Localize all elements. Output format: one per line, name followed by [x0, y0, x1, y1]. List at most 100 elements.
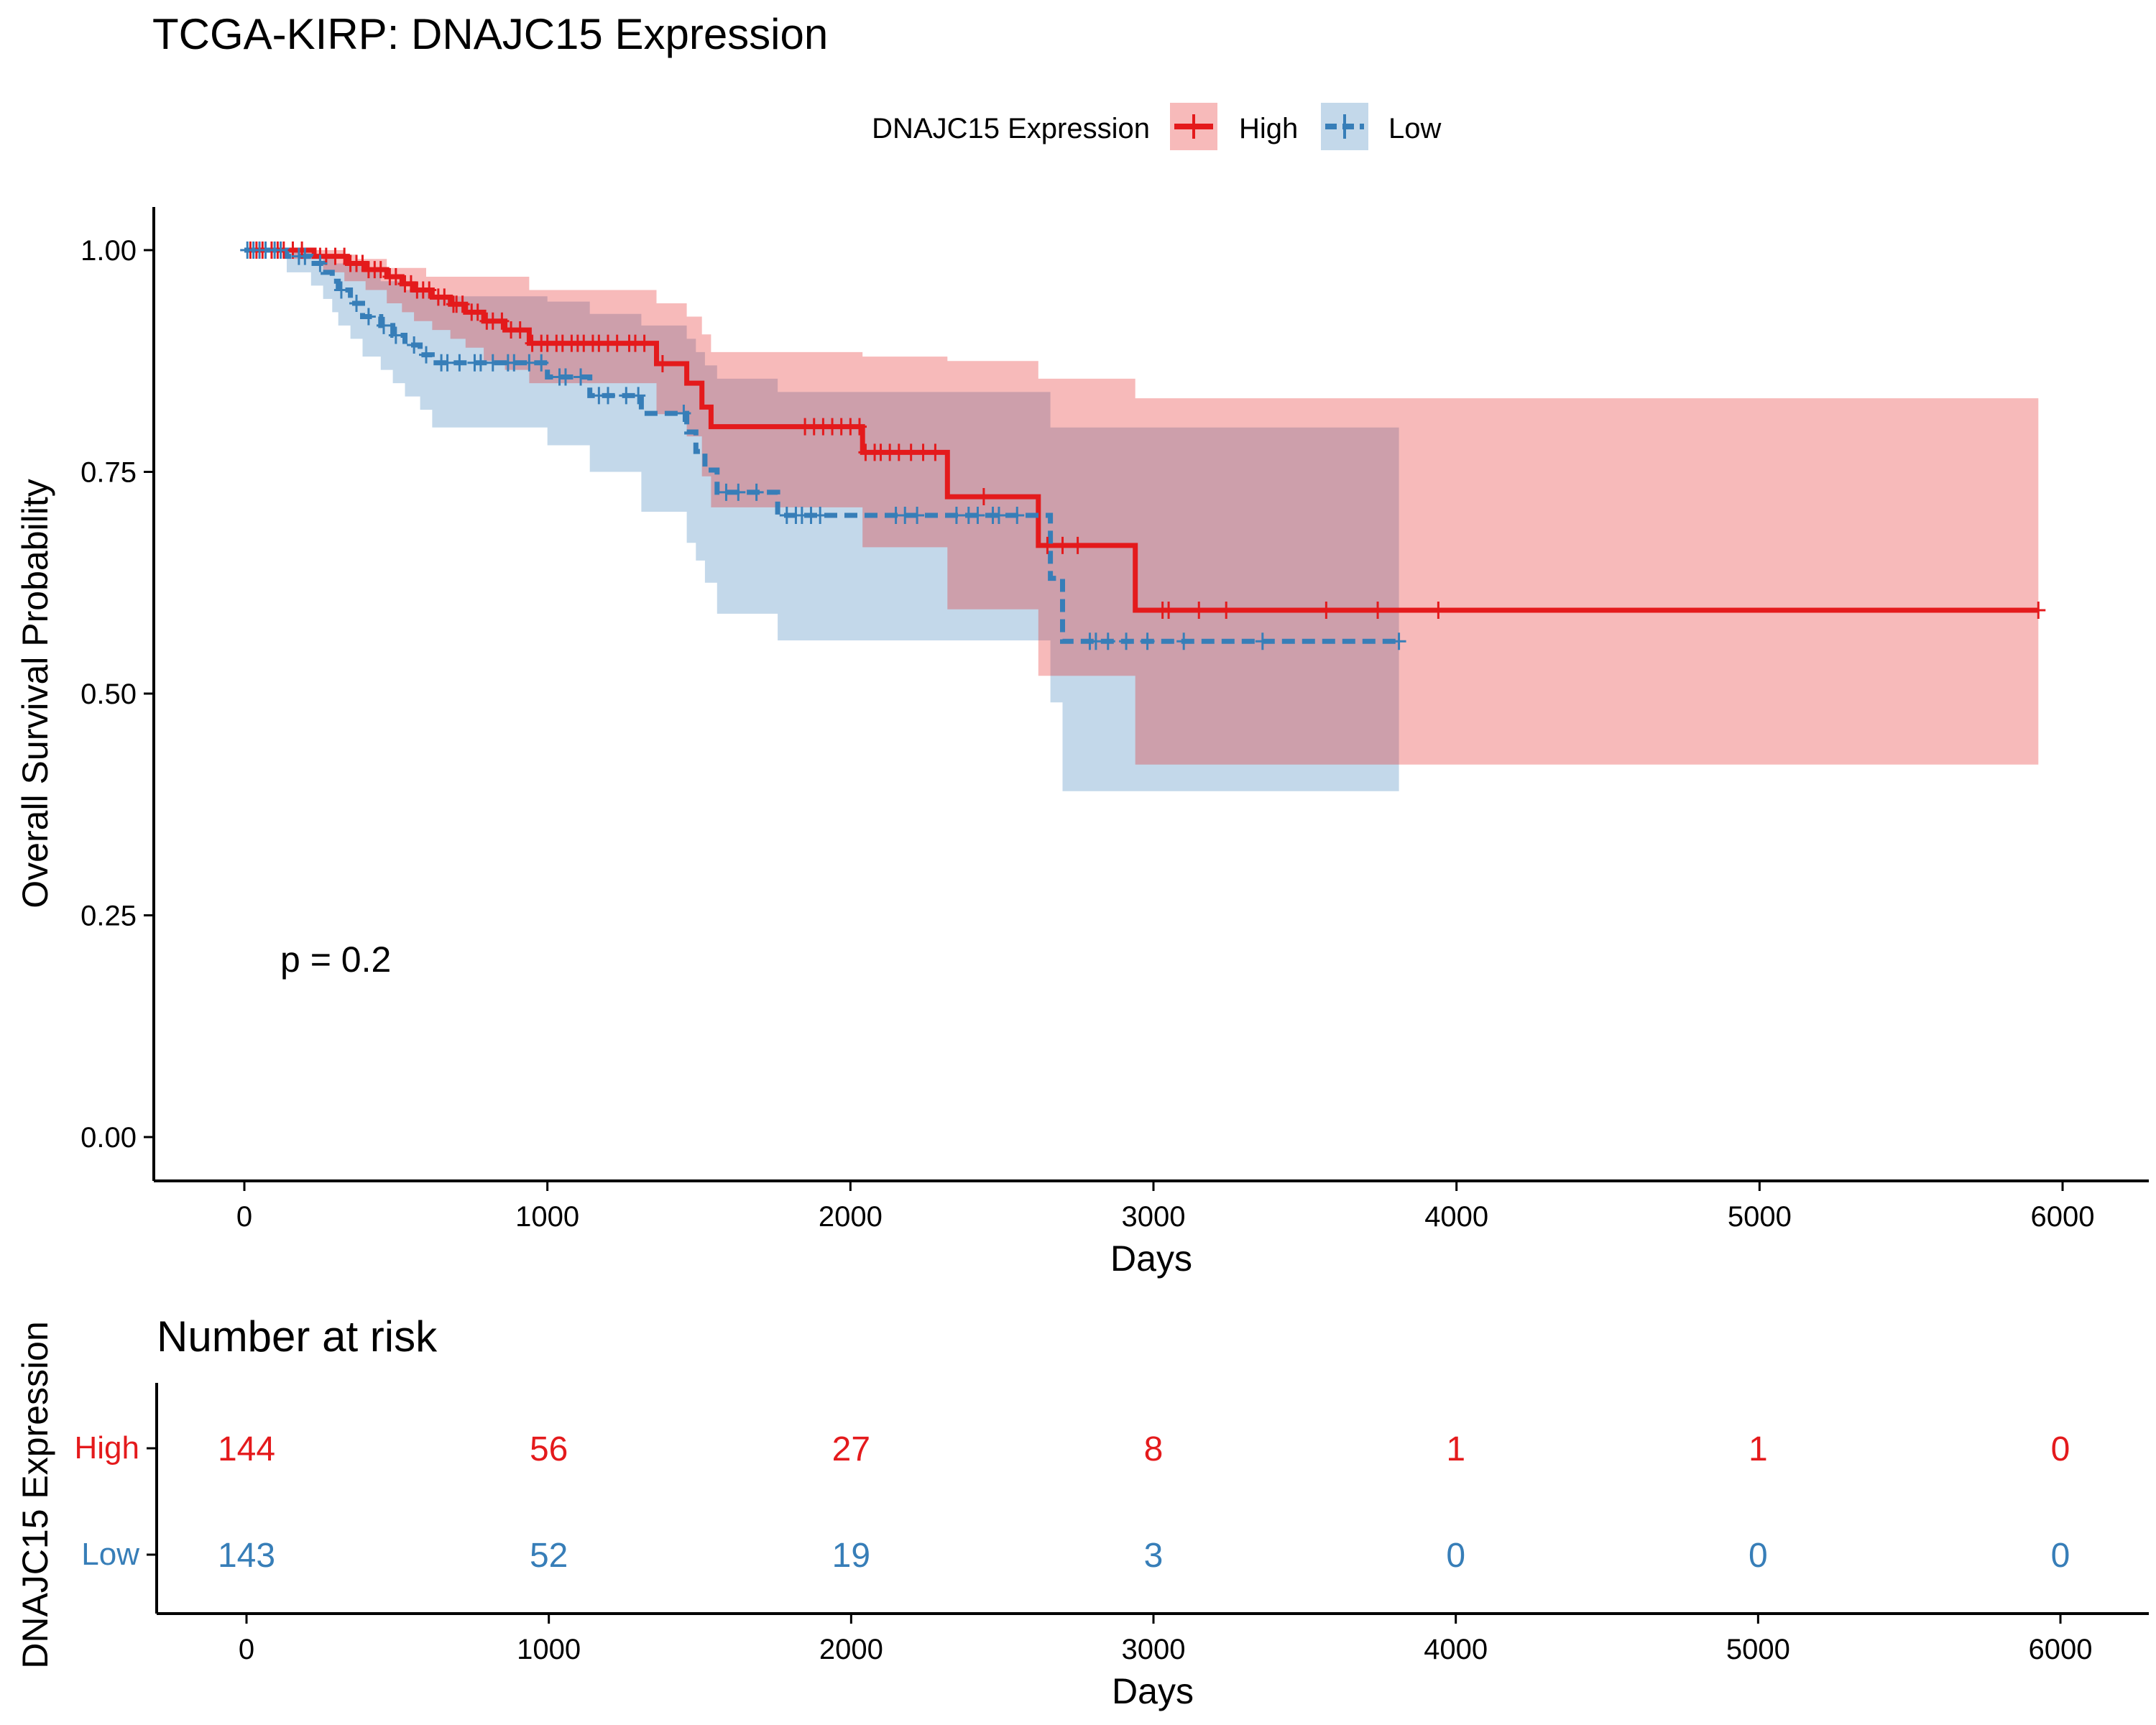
censor-mark-low — [631, 387, 646, 405]
censor-mark-low — [676, 405, 691, 423]
x-axis-ticks: 0 1000 2000 3000 4000 5000 6000 — [236, 1181, 2095, 1233]
censor-mark-high — [1370, 602, 1386, 620]
censor-mark-high — [373, 261, 388, 279]
x-tick-label: 6000 — [2031, 1201, 2095, 1233]
censor-mark-high — [437, 288, 452, 306]
censor-mark-high — [637, 334, 652, 352]
risk-x-tick-label: 6000 — [2029, 1634, 2093, 1665]
censor-mark-low — [407, 336, 422, 354]
risk-count-low: 0 — [1749, 1537, 1768, 1575]
risk-x-tick-label: 1000 — [517, 1634, 581, 1665]
censor-mark-low — [485, 354, 500, 372]
censor-marks — [240, 242, 2046, 650]
censor-mark-low — [1010, 506, 1025, 524]
legend-item-low: Low — [1321, 103, 1441, 150]
censor-mark-high — [1161, 602, 1176, 620]
censor-mark-low — [573, 368, 589, 386]
y-tick-label: 0.25 — [80, 901, 137, 932]
censor-mark-low — [298, 247, 313, 265]
risk-count-low: 3 — [1144, 1537, 1164, 1575]
x-axis-label: Days — [1110, 1238, 1192, 1279]
risk-x-tick-label: 4000 — [1424, 1634, 1488, 1665]
censor-mark-low — [507, 354, 522, 372]
risk-count-high: 56 — [530, 1430, 568, 1468]
legend-item-high: High — [1170, 103, 1298, 150]
censor-mark-low — [813, 506, 828, 524]
censor-mark-high — [2031, 602, 2046, 620]
censor-mark-low — [970, 506, 985, 524]
x-tick-label: 3000 — [1122, 1201, 1186, 1233]
censor-mark-low — [534, 354, 549, 372]
censor-mark-low — [601, 387, 616, 405]
y-tick-label: 0.00 — [80, 1122, 137, 1154]
y-tick-label: 0.75 — [80, 457, 137, 489]
risk-row-label-high: High — [75, 1430, 140, 1466]
y-axis-ticks: 0.00 0.25 0.50 0.75 1.00 — [80, 235, 154, 1154]
legend-title: DNAJC15 Expression — [872, 113, 1150, 144]
censor-mark-low — [473, 354, 488, 372]
censor-mark-low — [361, 308, 376, 326]
censor-mark-high — [470, 303, 485, 321]
censor-mark-high — [1219, 602, 1234, 620]
x-tick-label: 4000 — [1424, 1201, 1488, 1233]
censor-mark-low — [898, 506, 913, 524]
risk-x-tick-label: 3000 — [1122, 1634, 1186, 1665]
y-tick-label: 1.00 — [80, 235, 137, 267]
x-tick-label: 0 — [236, 1201, 252, 1233]
censor-mark-high — [1431, 602, 1446, 620]
censor-mark-low — [333, 281, 349, 299]
risk-count-low: 0 — [2051, 1537, 2070, 1575]
risk-count-high: 1 — [1749, 1430, 1768, 1468]
ci-band-low — [244, 250, 1399, 791]
y-tick-label: 0.50 — [80, 678, 137, 710]
risk-x-axis-label: Days — [1112, 1671, 1194, 1711]
p-value: p = 0.2 — [280, 939, 391, 980]
risk-row-label-low: Low — [81, 1537, 139, 1572]
censor-mark-low — [349, 295, 364, 313]
censor-mark-high — [655, 354, 670, 372]
censor-mark-low — [910, 506, 925, 524]
censor-mark-high — [388, 268, 403, 286]
censor-mark-low — [1100, 632, 1115, 650]
risk-table-ylabel: DNAJC15 Expression — [15, 1321, 55, 1669]
ci-band-high — [244, 250, 2039, 765]
risk-count-low: 143 — [218, 1537, 275, 1575]
censor-mark-high — [928, 443, 943, 461]
censor-mark-high — [422, 281, 437, 299]
survival-plot: 0 1000 2000 3000 4000 5000 6000 0.000.250.500.… — [15, 207, 2149, 1279]
risk-count-low: 0 — [1446, 1537, 1465, 1575]
censor-mark-high — [1070, 536, 1085, 554]
censor-mark-high — [891, 443, 906, 461]
risk-x-tick-label: 2000 — [819, 1634, 883, 1665]
censor-mark-low — [558, 368, 573, 386]
risk-x-tick-label: 5000 — [1726, 1634, 1790, 1665]
legend-label-low: Low — [1388, 113, 1441, 144]
censor-mark-high — [1040, 536, 1055, 554]
x-tick-label: 1000 — [515, 1201, 579, 1233]
censor-mark-low — [1119, 632, 1134, 650]
y-axis-label: Overall Survival Probability — [15, 479, 55, 908]
censor-mark-low — [1088, 632, 1103, 650]
chart-title: TCGA-KIRP: DNAJC15 Expression — [152, 10, 828, 58]
censor-mark-high — [337, 247, 352, 265]
censor-mark-low — [376, 316, 391, 334]
censor-mark-low — [749, 483, 764, 501]
censor-mark-low — [522, 354, 537, 372]
censor-mark-low — [419, 346, 434, 364]
censor-mark-high — [916, 443, 931, 461]
risk-count-high: 8 — [1144, 1430, 1164, 1468]
risk-count-high: 144 — [218, 1430, 275, 1468]
risk-count-high: 0 — [2051, 1430, 2070, 1468]
risk-table: Number at risk DNAJC15 Expression High 14… — [15, 1312, 2149, 1711]
censor-mark-high — [1192, 602, 1207, 620]
censor-mark-high — [609, 334, 625, 352]
risk-x-axis-ticks: 0 1000 2000 3000 4000 5000 6000 — [239, 1614, 2093, 1665]
censor-mark-low — [440, 354, 455, 372]
censor-mark-low — [1176, 632, 1192, 650]
confidence-bands — [244, 250, 2039, 791]
x-tick-label: 2000 — [819, 1201, 883, 1233]
censor-mark-low — [949, 506, 964, 524]
censor-mark-high — [903, 443, 918, 461]
censor-mark-low — [452, 354, 467, 372]
